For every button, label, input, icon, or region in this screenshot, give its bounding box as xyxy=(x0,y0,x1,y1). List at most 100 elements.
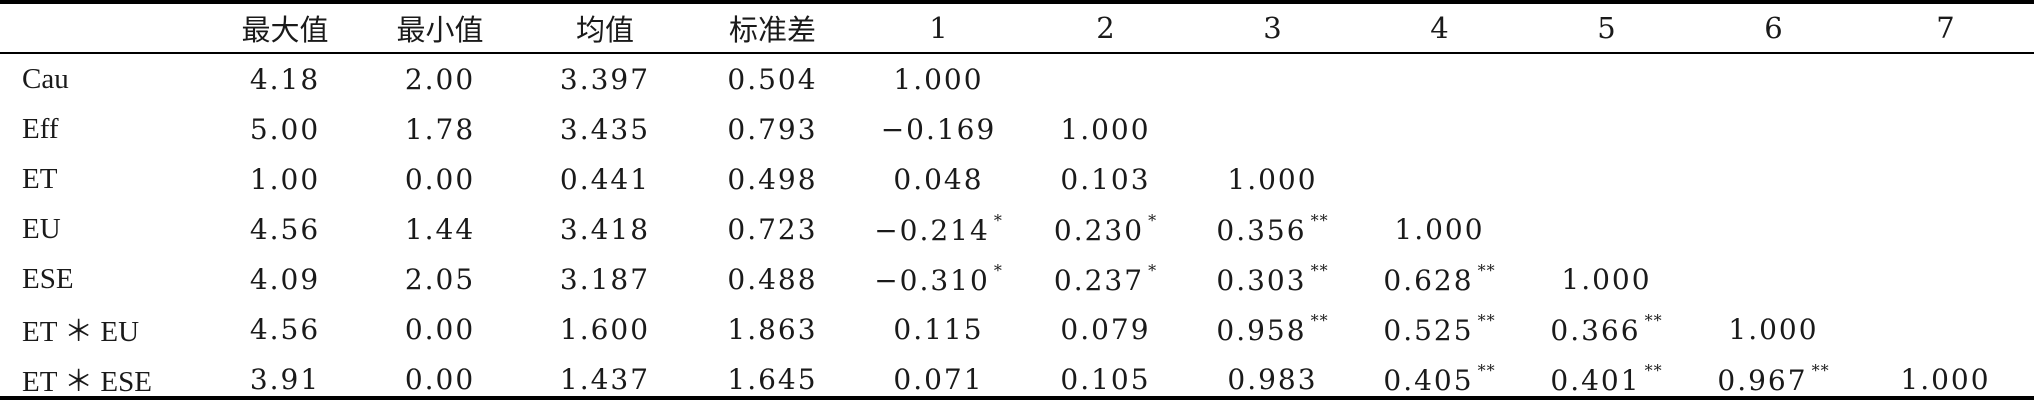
row-variable-label: ET ＊ ESE xyxy=(22,366,152,398)
stat-cell-sd: 0.488 xyxy=(727,262,818,296)
stat-cell-sd: 1.645 xyxy=(727,362,818,396)
correlation-cell: 0.303 ** xyxy=(1189,254,1356,304)
significance-marker: ** xyxy=(1310,311,1329,330)
stat-cell-sd: 0.793 xyxy=(727,112,818,146)
column-header: 6 xyxy=(1764,11,1783,45)
correlation-value: 0.103 xyxy=(1060,162,1151,196)
correlation-cell: 0.366 ** xyxy=(1523,304,1690,354)
significance-marker: ** xyxy=(1644,361,1663,380)
correlation-cell: −0.214 * xyxy=(855,204,1022,254)
correlation-cell: 0.356 ** xyxy=(1189,204,1356,254)
table-row: EU 4.56 1.44 3.418 0.723 −0.214 * 0.230 * 0.356 **… xyxy=(0,204,2034,254)
stat-cell-mean: 3.397 xyxy=(559,62,651,96)
correlation-cell xyxy=(1523,104,1690,154)
correlation-cell: 1.000 xyxy=(1189,154,1356,204)
stat-cell-max: 3.91 xyxy=(249,362,321,396)
stat-cell-mean: 0.441 xyxy=(559,162,651,196)
column-header: 最大值 xyxy=(241,13,329,47)
correlation-cell: 1.000 xyxy=(855,52,1022,104)
stat-cell-min: 2.05 xyxy=(404,262,476,296)
correlation-cell: −0.310 * xyxy=(855,254,1022,304)
column-header: 1 xyxy=(929,11,948,45)
correlation-cell: 0.115 xyxy=(855,304,1022,354)
column-header: 最小值 xyxy=(396,13,484,47)
correlation-cell: 0.405 ** xyxy=(1356,354,1523,404)
correlation-cell xyxy=(1189,52,1356,104)
row-variable-label: ESE xyxy=(22,262,74,295)
row-variable-label: ET ＊ EU xyxy=(22,316,140,348)
correlation-cell: 0.983 xyxy=(1189,354,1356,404)
stat-cell-mean: 3.418 xyxy=(559,212,651,246)
correlation-value: 0.366 xyxy=(1550,314,1641,347)
column-header: 3 xyxy=(1263,11,1282,45)
stat-cell-max: 4.56 xyxy=(249,312,321,346)
stat-cell-sd: 0.498 xyxy=(727,162,818,196)
correlation-cell xyxy=(1523,52,1690,104)
stat-cell-mean: 3.435 xyxy=(559,112,651,146)
correlation-value: 1.000 xyxy=(893,62,984,96)
stat-cell-min: 1.78 xyxy=(404,112,476,146)
correlation-cell: 1.000 xyxy=(1857,354,2034,404)
correlation-cell: 0.103 xyxy=(1022,154,1189,204)
correlation-value: −0.310 xyxy=(874,264,990,297)
descriptive-stats-correlation-table: 最大值 最小值 均值 标准差 1 2 3 4 5 6 7 Cau 4.18 2.00 3.397 0.504… xyxy=(0,4,2034,404)
stat-cell-max: 5.00 xyxy=(249,112,321,146)
column-header: 5 xyxy=(1597,11,1616,45)
stat-cell-min: 1.44 xyxy=(404,212,476,246)
correlation-value: 0.079 xyxy=(1060,312,1151,346)
correlation-value: 1.000 xyxy=(1060,112,1151,146)
correlation-cell: −0.169 xyxy=(855,104,1022,154)
correlation-value: 1.000 xyxy=(1227,162,1318,196)
correlation-cell xyxy=(1857,304,2034,354)
correlation-value: 0.405 xyxy=(1383,364,1474,397)
correlation-cell: 1.000 xyxy=(1022,104,1189,154)
row-variable-label: Cau xyxy=(22,62,69,95)
stat-cell-max: 4.56 xyxy=(249,212,321,246)
correlation-value: 0.525 xyxy=(1383,314,1474,347)
correlation-value: 0.958 xyxy=(1216,314,1307,347)
row-variable-label: EU xyxy=(22,212,61,245)
significance-marker: ** xyxy=(1811,361,1830,380)
stat-cell-sd: 0.504 xyxy=(727,62,818,96)
correlation-cell xyxy=(1690,52,1857,104)
header-stub xyxy=(0,4,210,52)
table-row: ET ＊ EU 4.56 0.00 1.600 1.863 0.115 0.079 0.958… xyxy=(0,304,2034,354)
correlation-cell: 0.105 xyxy=(1022,354,1189,404)
stat-cell-max: 4.18 xyxy=(249,62,321,96)
correlation-value: 1.000 xyxy=(1900,362,1991,396)
correlation-value: 1.000 xyxy=(1561,262,1652,296)
correlation-cell: 1.000 xyxy=(1690,304,1857,354)
table-row: ET ＊ ESE 3.91 0.00 1.437 1.645 0.071 0.105 0.98… xyxy=(0,354,2034,404)
correlation-cell xyxy=(1857,254,2034,304)
significance-marker: * xyxy=(993,211,1003,230)
correlation-cell: 0.079 xyxy=(1022,304,1189,354)
column-header: 标准差 xyxy=(728,13,816,47)
stat-cell-sd: 1.863 xyxy=(727,312,818,346)
table-row: ESE 4.09 2.05 3.187 0.488 −0.310 * 0.237 * 0.303 *… xyxy=(0,254,2034,304)
significance-marker: ** xyxy=(1477,311,1496,330)
correlation-value: 1.000 xyxy=(1394,212,1485,246)
correlation-value: 0.071 xyxy=(893,362,984,396)
correlation-value: 0.628 xyxy=(1383,264,1474,297)
significance-marker: * xyxy=(1148,261,1158,280)
stat-cell-max: 1.00 xyxy=(249,162,321,196)
table-row: Eff 5.00 1.78 3.435 0.793 −0.169 1.000 xyxy=(0,104,2034,154)
correlation-cell xyxy=(1857,52,2034,104)
table-body: Cau 4.18 2.00 3.397 0.504 1.000 Eff 5.00 1.78 3.4… xyxy=(0,52,2034,404)
stat-cell-mean: 3.187 xyxy=(559,262,651,296)
correlation-cell xyxy=(1690,204,1857,254)
correlation-cell: 0.401 ** xyxy=(1523,354,1690,404)
stat-cell-max: 4.09 xyxy=(249,262,321,296)
significance-marker: * xyxy=(993,261,1003,280)
stat-cell-sd: 0.723 xyxy=(727,212,818,246)
correlation-cell xyxy=(1356,52,1523,104)
correlation-cell: 1.000 xyxy=(1523,254,1690,304)
row-variable-label: ET xyxy=(22,162,58,195)
significance-marker: ** xyxy=(1310,211,1329,230)
column-header: 2 xyxy=(1096,11,1115,45)
correlation-value: 0.048 xyxy=(893,162,984,196)
correlation-value: 0.356 xyxy=(1216,214,1307,247)
correlation-cell xyxy=(1690,254,1857,304)
correlation-value: 0.105 xyxy=(1060,362,1151,396)
table-row: ET 1.00 0.00 0.441 0.498 0.048 0.103 1.000 xyxy=(0,154,2034,204)
